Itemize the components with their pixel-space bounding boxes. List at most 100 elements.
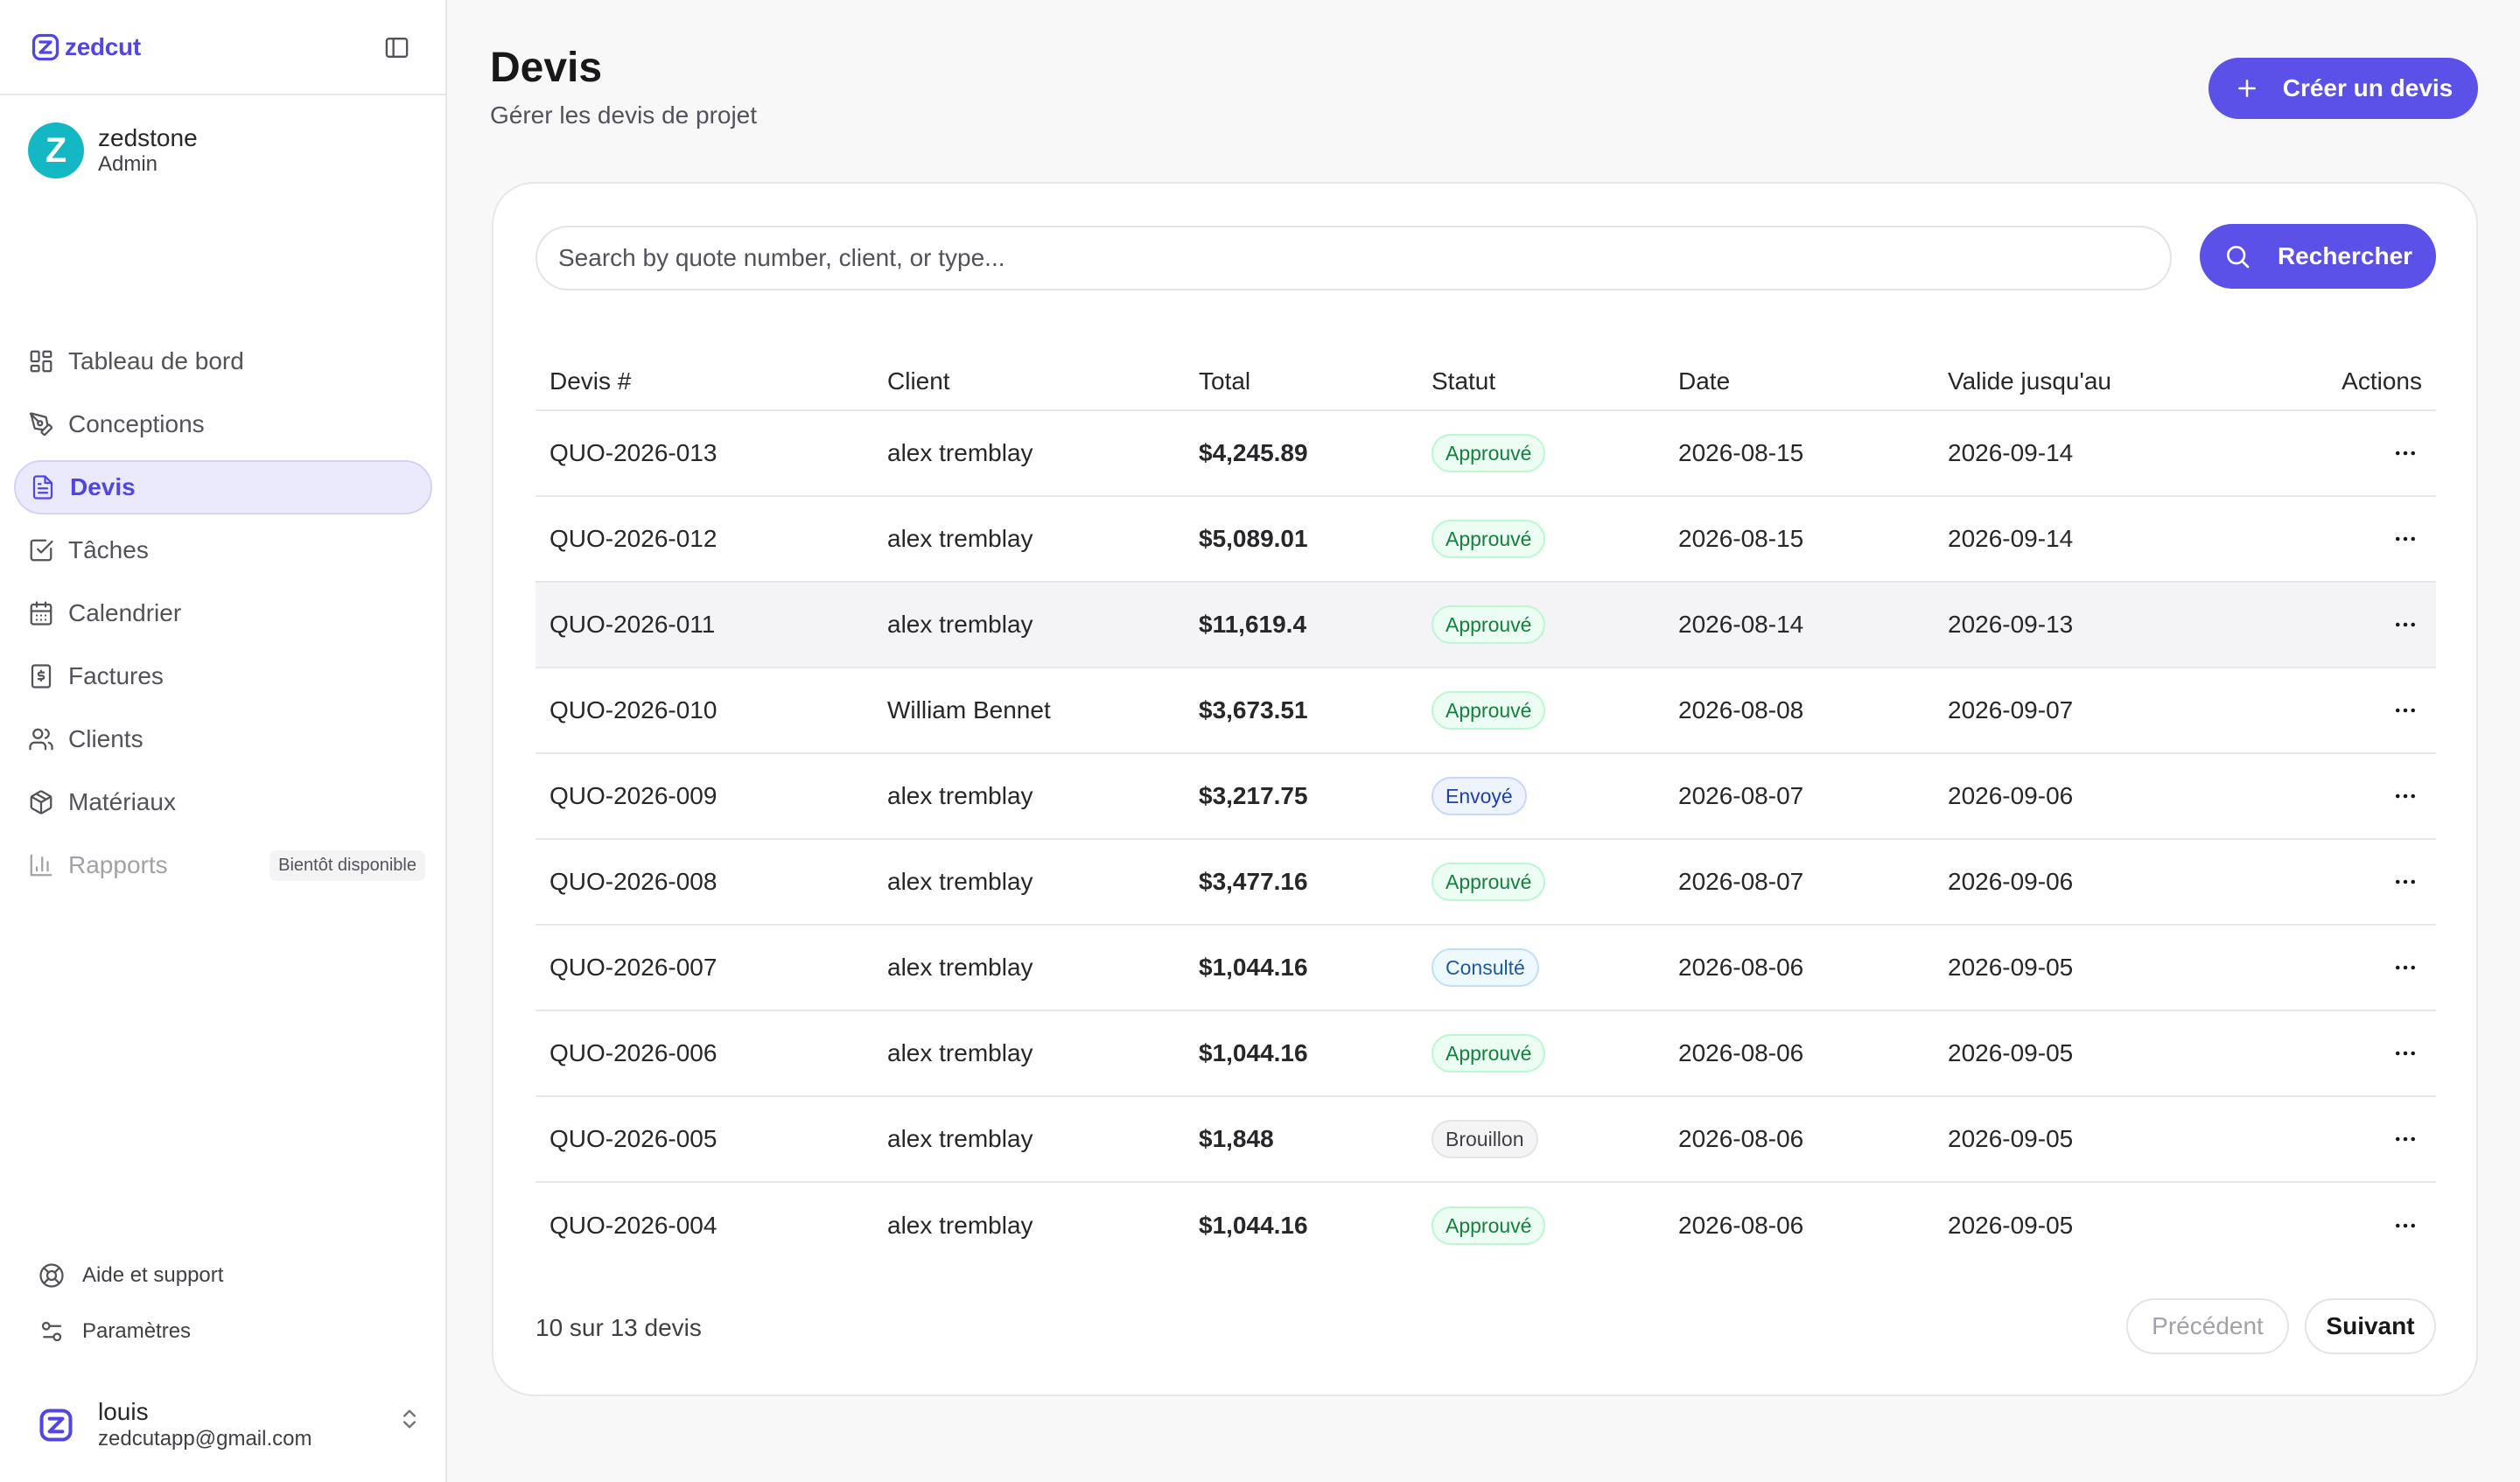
sidebar-item-label: Clients	[68, 725, 144, 752]
table-row[interactable]: QUO-2026-012 alex tremblay $5,089.01 Approu…	[536, 497, 2436, 583]
total-cell: $3,673.51	[1199, 696, 1308, 724]
status-badge: Approuvé	[1432, 863, 1546, 901]
quote-number-cell: QUO-2026-009	[550, 782, 718, 809]
sidebar-item-designs[interactable]: Conceptions	[14, 397, 432, 451]
sidebar-item-dashboard[interactable]: Tableau de bord	[14, 334, 432, 388]
status-cell: Approuvé	[1432, 1206, 1546, 1245]
sidebar-item-invoices[interactable]: Factures	[14, 649, 432, 703]
sidebar-item-calendar[interactable]: Calendrier	[14, 586, 432, 640]
avatar: Z	[28, 122, 84, 178]
settings-link[interactable]: Paramètres	[38, 1314, 223, 1349]
search-input[interactable]	[536, 226, 2172, 290]
sidebar-item-reports: Rapports Bientôt disponible	[14, 838, 432, 892]
valid-until-cell: 2026-09-13	[1948, 611, 2074, 638]
table-row[interactable]: QUO-2026-006 alex tremblay $1,044.16 Approu…	[536, 1011, 2436, 1097]
sidebar-item-tasks[interactable]: Tâches	[14, 523, 432, 577]
client-cell: alex tremblay	[887, 439, 1033, 466]
search-button[interactable]: Rechercher	[2200, 224, 2436, 289]
sidebar-item-clients[interactable]: Clients	[14, 712, 432, 766]
row-actions-button[interactable]	[2392, 440, 2436, 466]
column-header[interactable]: Total	[1199, 367, 1251, 395]
table-row[interactable]: QUO-2026-007 alex tremblay $1,044.16 Consul…	[536, 926, 2436, 1011]
row-actions-button[interactable]	[2392, 783, 2436, 809]
sidebar-toggle-icon[interactable]	[383, 34, 410, 61]
sliders-icon	[41, 1321, 62, 1342]
previous-page-button[interactable]: Précédent	[2126, 1298, 2289, 1354]
row-actions-button[interactable]	[2392, 526, 2436, 552]
row-actions-button[interactable]	[2392, 1213, 2436, 1239]
date-cell: 2026-08-15	[1678, 525, 1804, 552]
column-header[interactable]: Valide jusqu'au	[1948, 367, 2111, 395]
chevrons-up-down-icon	[403, 1409, 416, 1429]
sidebar-item-label: Rapports	[68, 851, 168, 878]
page-title: Devis	[490, 45, 603, 91]
table-row[interactable]: QUO-2026-009 alex tremblay $3,217.75 Envoyé…	[536, 754, 2436, 840]
table-header: Devis # Client Total Statut Date Valide …	[536, 353, 2436, 411]
account-switcher[interactable]: louis zedcutapp@gmail.com	[37, 1398, 422, 1452]
column-header[interactable]: Statut	[1432, 367, 1496, 395]
total-cell: $1,044.16	[1199, 954, 1308, 981]
client-cell: William Bennet	[887, 696, 1051, 724]
status-badge: Approuvé	[1432, 434, 1546, 472]
document-icon	[32, 475, 53, 500]
date-cell: 2026-08-06	[1678, 1125, 1804, 1152]
quotes-table: Devis # Client Total Statut Date Valide …	[536, 353, 2436, 1269]
date-cell: 2026-08-08	[1678, 696, 1804, 724]
more-horizontal-icon	[2396, 879, 2415, 884]
more-horizontal-icon	[2396, 1223, 2415, 1228]
brand-name: zedcut	[65, 32, 141, 60]
help-support-link[interactable]: Aide et support	[38, 1258, 223, 1293]
table-row[interactable]: QUO-2026-005 alex tremblay $1,848 Brouillon…	[536, 1097, 2436, 1183]
row-actions-button[interactable]	[2392, 869, 2436, 895]
status-cell: Approuvé	[1432, 691, 1546, 730]
calendar-icon	[30, 601, 52, 626]
more-horizontal-icon	[2396, 1051, 2415, 1056]
client-cell: alex tremblay	[887, 954, 1033, 981]
table-row[interactable]: QUO-2026-011 alex tremblay $11,619.4 Approu…	[536, 583, 2436, 668]
table-row[interactable]: QUO-2026-013 alex tremblay $4,245.89 Approu…	[536, 411, 2436, 497]
table-row[interactable]: QUO-2026-004 alex tremblay $1,044.16 Approu…	[536, 1183, 2436, 1269]
plus-icon	[2237, 80, 2256, 97]
current-user[interactable]: Z zedstone Admin	[28, 122, 198, 178]
more-horizontal-icon	[2396, 965, 2415, 970]
valid-until-cell: 2026-09-14	[1948, 525, 2074, 552]
search-icon	[2226, 246, 2250, 269]
quote-number-cell: QUO-2026-006	[550, 1039, 718, 1066]
client-cell: alex tremblay	[887, 525, 1033, 552]
invoice-icon	[31, 664, 52, 689]
brand-logo[interactable]: zedcut	[30, 31, 141, 63]
quote-number-cell: QUO-2026-011	[550, 611, 716, 638]
status-cell: Consulté	[1432, 948, 1539, 987]
row-actions-button[interactable]	[2392, 1040, 2436, 1066]
valid-until-cell: 2026-09-06	[1948, 782, 2074, 809]
row-actions-button[interactable]	[2392, 612, 2436, 638]
lifebuoy-icon	[39, 1263, 64, 1288]
sidebar-item-materials[interactable]: Matériaux	[14, 775, 432, 829]
quote-number-cell: QUO-2026-010	[550, 696, 718, 724]
valid-until-cell: 2026-09-05	[1948, 1125, 2074, 1152]
quotes-card: Rechercher Devis # Client Total Statut D…	[492, 182, 2478, 1396]
date-cell: 2026-08-07	[1678, 782, 1804, 809]
row-actions-button[interactable]	[2392, 697, 2436, 724]
table-row[interactable]: QUO-2026-010 William Bennet $3,673.51 Appro…	[536, 668, 2436, 754]
valid-until-cell: 2026-09-06	[1948, 868, 2074, 895]
page-subtitle: Gérer les devis de projet	[490, 101, 758, 129]
sidebar: zedcut Z zedstone Admin Tableau de bord …	[0, 0, 447, 1482]
sidebar-item-label: Matériaux	[68, 788, 176, 815]
table-row[interactable]: QUO-2026-008 alex tremblay $3,477.16 Approu…	[536, 840, 2436, 926]
more-horizontal-icon	[2396, 793, 2415, 799]
row-actions-button[interactable]	[2392, 954, 2436, 981]
column-header[interactable]: Client	[887, 367, 950, 395]
sidebar-item-quotes[interactable]: Devis	[14, 460, 432, 514]
row-actions-button[interactable]	[2392, 1126, 2436, 1152]
quote-number-cell: QUO-2026-005	[550, 1125, 718, 1152]
quote-number-cell: QUO-2026-013	[550, 439, 718, 466]
box-icon	[30, 790, 52, 814]
create-quote-button[interactable]: Créer un devis	[2208, 58, 2478, 119]
column-header[interactable]: Date	[1678, 367, 1731, 395]
client-cell: alex tremblay	[887, 868, 1033, 895]
column-header[interactable]: Devis #	[550, 367, 632, 395]
next-page-button[interactable]: Suivant	[2305, 1298, 2436, 1354]
coming-soon-badge: Bientôt disponible	[270, 849, 425, 881]
date-cell: 2026-08-06	[1678, 1212, 1804, 1239]
